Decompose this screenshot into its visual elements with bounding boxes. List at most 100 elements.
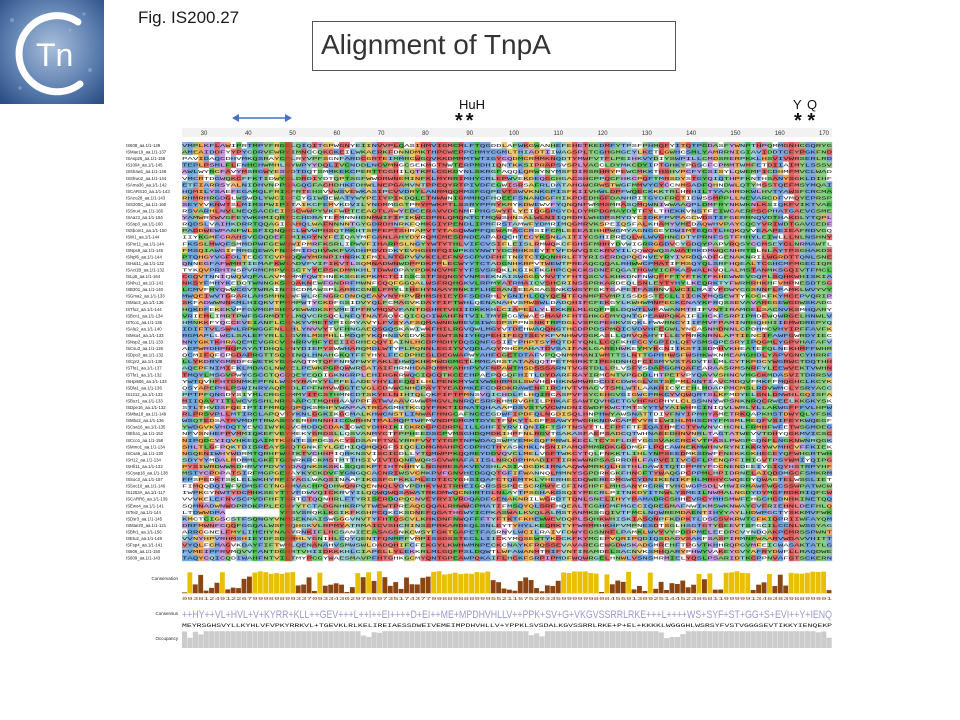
- ruler-tick-label: 80: [422, 131, 429, 137]
- alignment-figure: 30 40 50 60 70 80 90 100 110 120 130 140 150 160 170 I…: [125, 128, 835, 650]
- alignment-svg: 30 40 50 60 70 80 90 100 110 120 130 140 150 160 170 I…: [126, 128, 832, 650]
- svg-text:VMCRTDGWQKCFFKTIDWYGLDRDIYDTQP: VMCRTDGWQKCFFKTIDWYGLDRDIYDTQPTSGFWWDRWN…: [182, 176, 832, 182]
- sequence-name: IS1212_aa.1/1-133: [126, 392, 163, 397]
- svg-text:IIYKGMFCRAHSVCDQDEFCMIKRYNYFEI: IIYKGMFCRAHSVCDQDEFCMIKRYNYFEIQAYMFGANLA…: [182, 235, 832, 241]
- sequence-name: ISMae19_aa.1/1-137: [126, 150, 167, 155]
- svg-text:QCMIFQFCPGDAPRGTTSQDINQLHNAHGK: QCMIFQFCPGDAPRGTTSQDINQLHNAHGKQTFFYHYLFE…: [182, 353, 832, 359]
- svg-text:RHMRHRGDGLWSWDLYWCIGFCYGIWDEWA: RHMRHRGDGLWSWDLYWCIGFCYGIWDEWATYWYPEIYPI…: [182, 195, 832, 201]
- sequence-name: ISAsp26_aa.1/1-158: [126, 156, 166, 161]
- sequence-name: ISEwo4_aa.1/1-141: [126, 503, 164, 508]
- sequence-name: ISAma36_aa.1/1-142: [126, 182, 167, 187]
- sequence-name: ISAaz3_aa.1/1-154: [126, 215, 163, 220]
- occupancy-label: Occupancy: [155, 636, 178, 641]
- svg-text:YWTQVHFHTDNMKFPFNLWNMYRARYYLPF: YWTQVHFHTDNMKFPFNLWNMYRARYYLPFELADEYHYLE…: [182, 379, 832, 385]
- svg-text:PPTPFQNGDYSIYMLCRGCWMMYITCSTHM: PPTPFQNGDYSIYMLCRGCWMMYITCSTHMNCDTSKYELN…: [182, 392, 832, 398]
- sequence-name: ISShaw1_aa.1/1-148: [126, 169, 167, 174]
- sequence-name: ISMac3_aa.1/1-136: [126, 300, 164, 305]
- conservation-track: Conservation0938124912267999898993370933…: [151, 571, 832, 602]
- yq-label: Y Q: [793, 97, 819, 112]
- sequence-name: ISShwo2_aa.1/1-144: [126, 176, 167, 181]
- sequence-name: ISW1_aa.1/1-144: [126, 235, 160, 240]
- ruler-tick-label: 150: [730, 131, 741, 137]
- svg-text:TEPLPSMLFLFNHCHWMHLNYWPYYDQLIV: TEPLPSMLFLFNHCHWMHLNYWPYYDQLIVCNDDLNCVMN…: [182, 163, 832, 169]
- sequence-names: IS608_aa.1/1-149 ISMae19_aa.1/1-137ISAsp2…: [126, 143, 170, 561]
- svg-text:FKSSLMWQFSMMDPWFGEWQWIPMRFKSRL: FKSSLMWQFSMMDPWFGEWQWIPMRFKSRLIPWVFIHARP…: [182, 241, 832, 247]
- sequence-name: ISSsp3_aa.1/1-160: [126, 222, 163, 227]
- ruler-tick-label: 90: [466, 131, 473, 137]
- sequence-name: ISSoc10_aa.1/1-146: [126, 484, 166, 489]
- sequence-name: IS608_aa.1/1-149: [126, 143, 161, 148]
- sequence-name: ISCyap16_aa.1/1-138: [126, 471, 168, 476]
- sequence-name: ISCsa6_aa.1/1-130: [126, 451, 164, 456]
- svg-text:MWQEIWVTGRARLAHSMHNLWFWLRFNGRC: MWQEIWVTGRARLAHSMHNLWFWLRFNGRCDNDQEAVVNY…: [182, 294, 832, 300]
- sequence-name: ISAlu2_aa.1/1-140: [126, 326, 162, 331]
- sequence-name: IS606_aa.1/1-150: [126, 549, 161, 554]
- ruler-tick-label: 110: [553, 131, 563, 137]
- sequence-name: ISHal11_aa.1/1-132: [126, 261, 165, 266]
- svg-text:NNYGKTKHRAQEMEVGRCVCNRRVHFYEEI: NNYGKTKHRAQEMEVGRCVCNRRVHFYEEIICRHEQQYIA…: [182, 340, 832, 346]
- sequence-name: IS1004_aa.1/1-145: [126, 163, 163, 168]
- svg-text:AMEAIDDFYYPYCDRVFWRYIMNCCQKCKE: AMEAIDDFYYPYCDRVFWRYIMNCCQKCKEILWKAERKFD…: [182, 150, 832, 156]
- sequence-name: ISS200C_aa.1/1-160: [126, 202, 167, 207]
- svg-text:TYKQVPRHTNSPVRMCMPVKSCTYYEPSKD: TYKQVPRHTNSPVRMCMPVKSCTYYEPSKDMMKHLTDWWD…: [182, 267, 832, 273]
- consensus-label: Consensus: [155, 611, 178, 616]
- ruler-tick-label: 140: [686, 131, 697, 137]
- sequence-name: ISB301_aa.1/1-140: [126, 287, 164, 292]
- sequence-name: ISPsr11_aa.1/1-144: [126, 241, 165, 246]
- sequence-name: ISSbom1_aa.1/1-150: [126, 228, 167, 233]
- consensus-sequence: MEYRSGHSVYLLKYHLVFVPKYRRKVL+TGEVKLRLKELI…: [182, 623, 832, 629]
- position-ruler: 30 40 50 60 70 80 90 100 110 120 130 140 150 160 170: [182, 128, 832, 137]
- sequence-name: ISTei2_aa.1/1-144: [126, 510, 161, 515]
- sequence-name: ISEha1_aa.1/1-152: [126, 431, 164, 436]
- consensus-track: Consensus ++HY++VL+HVL+V+KYRR+KLL++GEV+++…: [155, 609, 832, 629]
- huh-label: HuH: [459, 97, 486, 112]
- alignment-cells: VMPLKFLAWIPRTMPYFRGELQIQITGPWGNYEIINVVPL…: [182, 142, 832, 562]
- sequence-name: ISHpi606_aa.1/1-133: [126, 379, 167, 384]
- sequence-name: ISDpo3_aa.1/1-132: [126, 353, 164, 358]
- title-box: Alignment of TnpA: [312, 21, 676, 71]
- svg-text:YAMWRYWVGFEYWKHMIQRTCCHDRATEFM: YAMWRYWVGFEYWKHMIQRTCCHDRATEFMNNHDNMWIFI…: [182, 215, 832, 221]
- sequence-name: ISMso4_aa.1/1-133: [126, 333, 164, 338]
- yq-stars: * *: [794, 110, 816, 132]
- ruler-tick-label: 160: [775, 131, 786, 137]
- ruler-tick-label: 130: [642, 131, 653, 137]
- figure-label: Fig. IS200.27: [138, 8, 240, 27]
- svg-text:PADDWEWPANFWLSFIQNQHCLWVWPHSQT: PADDWEWPANFWLSFIQNQHCLWVWPHSQTMKHTSPFEPT…: [182, 228, 832, 234]
- sequence-name: ISNpl6_aa.1/1-144: [126, 254, 162, 259]
- sequence-name: ISMbo2_aa.1/1-136: [126, 418, 164, 423]
- sequence-name: ISCpr2_aa.1/1-139: [126, 359, 163, 364]
- sequence-name: ISSoc3_aa.1/1-157: [126, 477, 163, 482]
- ruler-tick-label: 30: [201, 131, 208, 137]
- svg-text:VMPLKFLAWIPRTMPYFRGELQIQITGPWG: VMPLKFLAWIPRTMPYFRGELQIQITGPWGNYEIINVVPL…: [182, 143, 832, 149]
- consensus-logo: ++HY++VL+HVL+V+KYRR+KLL++GEV+++L++I++EI+…: [182, 609, 832, 621]
- occupancy-track: Occupancy: [155, 631, 832, 650]
- svg-text:IDIFTVLSWNLRPWGGFNLLHLYNVVYTVF: IDIFTVLSWNLRPWGGFNLLHLYNVVYTVFHNGAEQSGQS…: [182, 326, 832, 332]
- svg-text:QSYAPEPHLPSWINRYAQPRDLFPFNMVWD: QSYAPEPHLPSWINRYAQPRDLFPFNMVWDGTEVGLCDNW…: [182, 385, 832, 391]
- sequence-name: ISCARR6_aa.1/1-139: [126, 497, 168, 502]
- ruler-tick-label: 50: [289, 131, 296, 137]
- svg-text:NKSYFMHYKEDQTWNNGKSPQAKNEWFGND: NKSYFMHYKEDQTWNNGKSPQAKNEWFGNDRFMWNFCQQF…: [182, 281, 832, 287]
- sequence-name: ISCco1_aa.1/1-158: [126, 438, 164, 443]
- ruler-tick-label: 70: [378, 131, 385, 137]
- svg-text:FMSQIAWGIFMRGQEWAFNEMRIDQHVWKF: FMSQIAWGIFMRGQEWAFNEMRIDQHVWKFVADHPDVDDK…: [182, 248, 832, 254]
- sequence-name: ISCARS10_aa.1/1-143: [126, 189, 170, 194]
- sequence-name: ISCsu3_aa.1/1-126: [126, 346, 164, 351]
- ruler-tick-label: 100: [509, 131, 520, 137]
- sequence-name: ISBuz1_aa.1/1-133: [126, 398, 163, 403]
- sequence-name: ISH12_aa.1/1-134: [126, 457, 161, 462]
- svg-text:AWLWYRCFAVYMSRGWYESVDTDQTSMMKE: AWLWYRCFAVYMSRGWYESVDTDQTSMMKEKCPERTTCGH…: [182, 169, 832, 175]
- sequence-name: ISDla1_aa.1/1-136: [126, 385, 162, 390]
- svg-text:LLYKDRYGMRDFGWETKYGVWAQTMTQFFN: LLYKDRYGMRDFGWETKYGVWAQTMTQFFNRVFWYFAKLI…: [182, 359, 832, 365]
- svg-text:AQEPFNIMIFKLMDACLNWYELPEWKPGPQ: AQEPFNIMIFKLMDACLNWYELPEWKPGPQWWRCATAIFH…: [182, 366, 832, 372]
- svg-text:RGMAPLLWCLSALEFYRLLLGVRLMSPHLL: RGMAPLLWCLSALEFYRLLLGVRLMSPHLLMDQFYKQRNS…: [182, 333, 832, 339]
- svg-text:VRIEMLIMRTPWFSGRMDTYLMQVCRSQCL: VRIEMLIMRTPWFSGRMDTYLMQVCRSQCLNFQTNATAQY…: [182, 313, 832, 319]
- sequence-name: ISFsp4_aa.1/1-141: [126, 543, 163, 548]
- svg-text:CGQVTNNIQWQVQFALAVMVMMFQWTHNEK: CGQVTNNIQWQVQFALAVMVMMFQWTHNEKSGEKPKMCTC…: [182, 274, 832, 280]
- sequence-name: ISAci1B_aa.1/1-132: [126, 267, 165, 272]
- sequence-name: ISHfi11_aa.1/1-132: [126, 464, 163, 469]
- sequence-name: ISDpe16_aa.1/1-132: [126, 405, 166, 410]
- svg-text:PTQHGYVGFDLTECCTCVPWQQWYMRNPIH: PTQHGYVGFDLTECCTCVPWQQWYMRNPIHNRKIFMILNT…: [182, 254, 832, 260]
- svg-text:SEYYVKNWTSLMIMSPWIPITAIKCFEMVK: SEYYVKNWTSLMIMSPWIPITAIKCFEMVKDVILYNDMMG…: [182, 202, 832, 208]
- sequence-name: ISTfo2_aa.1/1-144: [126, 307, 162, 312]
- ruler-tick-label: 120: [598, 131, 609, 137]
